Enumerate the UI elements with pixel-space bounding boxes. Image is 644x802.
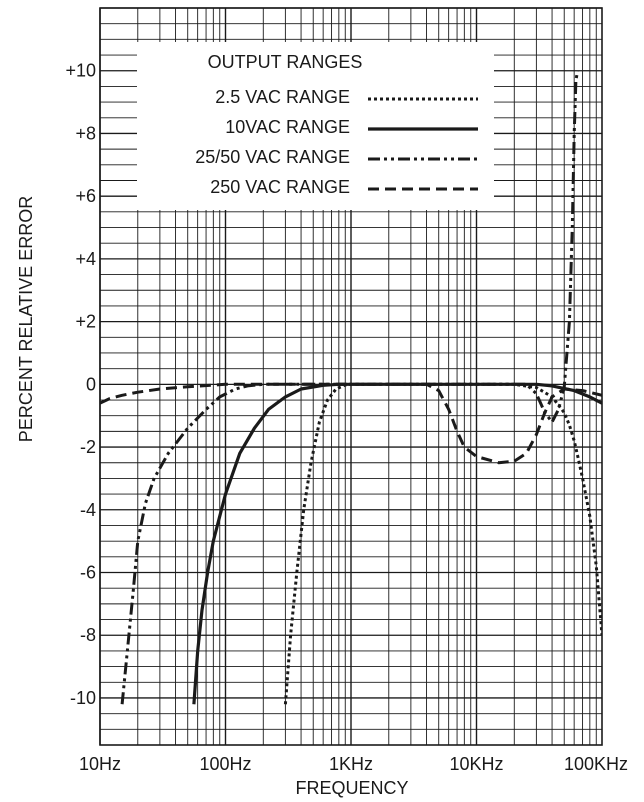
legend-entries: 2.5 VAC RANGE 10VAC RANGE 25/50 VAC RANGE 2…: [195, 87, 478, 197]
series-line-dashed: [100, 382, 602, 465]
y-axis-label: PERCENT RELATIVE ERROR: [16, 196, 36, 442]
y-tick-label: 0: [86, 374, 96, 394]
y-tick-label: -8: [80, 625, 96, 645]
x-tick-label: 10Hz: [79, 754, 121, 774]
legend-label: 10VAC RANGE: [225, 117, 350, 137]
legend-title: OUTPUT RANGES: [208, 52, 363, 72]
x-tick-label: 100KHz: [564, 754, 628, 774]
y-tick-label: -6: [80, 563, 96, 583]
y-tick-label: +4: [75, 249, 96, 269]
y-tick-label: -4: [80, 500, 96, 520]
x-tick-label: 10KHz: [449, 754, 503, 774]
y-tick-label: +10: [65, 61, 96, 81]
y-tick-labels: +10 +8 +6 +4 +2 0 -2 -4 -6 -8 -10: [65, 61, 96, 708]
legend: OUTPUT RANGES 2.5 VAC RANGE 10VAC RANGE 25…: [137, 42, 494, 210]
x-tick-labels: 10Hz 100Hz 1KHz 10KHz 100KHz: [79, 754, 628, 774]
legend-box: [137, 42, 494, 210]
y-tick-label: +8: [75, 123, 96, 143]
plot-frame: [99, 7, 603, 746]
x-tick-label: 100Hz: [199, 754, 251, 774]
legend-label: 250 VAC RANGE: [210, 177, 350, 197]
y-tick-label: +2: [75, 312, 96, 332]
y-tick-label: -2: [80, 437, 96, 457]
x-axis-label: FREQUENCY: [295, 778, 408, 798]
legend-label: 2.5 VAC RANGE: [215, 87, 350, 107]
series-line-solid: [192, 382, 602, 705]
legend-label: 25/50 VAC RANGE: [195, 147, 350, 167]
y-tick-label: -10: [70, 688, 96, 708]
y-tick-label: +6: [75, 186, 96, 206]
data-series: [100, 70, 602, 705]
x-tick-label: 1KHz: [329, 754, 373, 774]
